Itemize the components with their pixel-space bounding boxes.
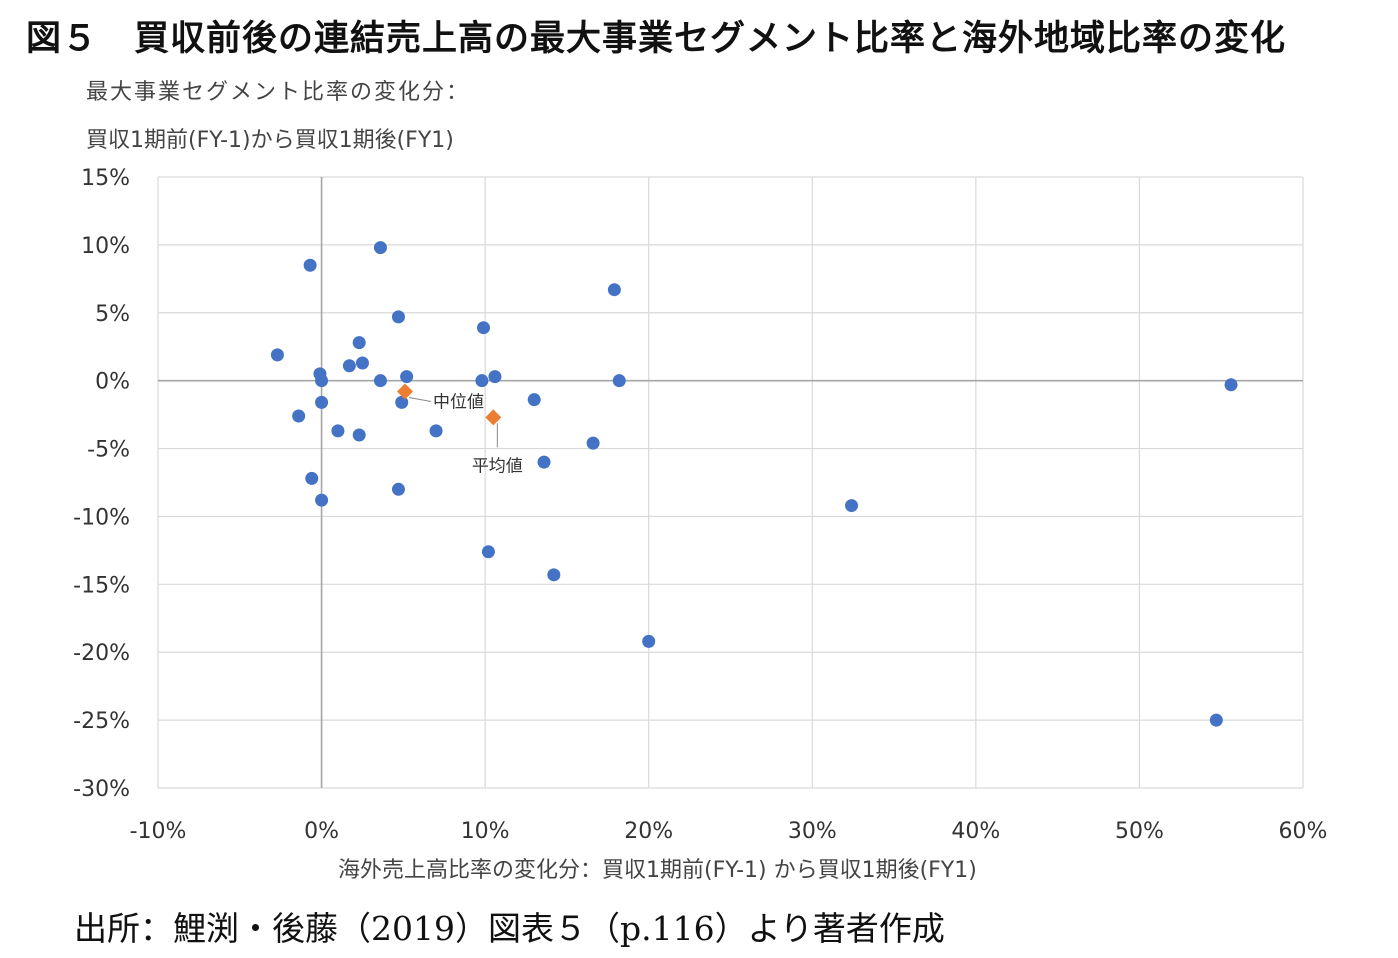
summary-point-marker (396, 383, 413, 400)
y-tick-label: -25% (73, 709, 130, 734)
x-tick-label: 0% (304, 819, 339, 844)
data-point (488, 370, 502, 384)
data-point (400, 370, 414, 384)
data-point (292, 409, 306, 423)
data-point (845, 499, 859, 513)
data-point (607, 283, 621, 297)
data-point (352, 336, 366, 350)
data-point (342, 359, 356, 373)
grid-lines (157, 176, 1304, 789)
data-point (429, 424, 443, 438)
y-tick-label: 15% (81, 166, 130, 191)
data-point (1224, 378, 1238, 392)
x-axis-label: 海外売上高比率の変化分：買収1期前(FY-1) から買収1期後(FY1) (338, 858, 977, 883)
tick-labels: -10% 0% 10% 20% 30% 40% 50% 60% 15% 10% 5% 0% -5% -10… (73, 166, 1327, 844)
x-tick-label: 10% (461, 819, 510, 844)
y-tick-label: 5% (95, 302, 130, 327)
data-point (373, 241, 387, 255)
data-point (477, 321, 491, 335)
data-point (586, 436, 600, 450)
data-point (270, 348, 284, 362)
zero-axes (158, 177, 1303, 788)
summary-point-marker (485, 409, 502, 426)
summary-leader-line (408, 397, 432, 403)
x-tick-label: -10% (130, 819, 187, 844)
y-tick-label: -20% (73, 641, 130, 666)
data-point (642, 634, 656, 648)
figure-source: 出所：鯉渕・後藤（2019）図表５（p.116）より著者作成 (74, 909, 945, 948)
y-axis-label-line-1: 最大事業セグメント比率の変化分： (86, 80, 471, 105)
data-point (303, 258, 317, 272)
data-point (475, 374, 489, 388)
data-point (391, 482, 405, 496)
x-tick-label: 40% (951, 819, 1000, 844)
x-tick-label: 30% (788, 819, 837, 844)
x-tick-label: 20% (624, 819, 673, 844)
summary-point-label: 中位値 (433, 393, 484, 413)
data-points (270, 241, 1238, 727)
y-tick-label: -15% (73, 573, 130, 598)
y-tick-label: -30% (73, 777, 130, 802)
data-point (305, 471, 319, 485)
data-point (355, 356, 369, 370)
y-tick-label: -5% (87, 438, 130, 463)
x-tick-label: 50% (1115, 819, 1164, 844)
data-point (331, 424, 345, 438)
figure-title: 図５ 買収前後の連結売上高の最大事業セグメント比率と海外地域比率の変化 (26, 19, 1287, 59)
x-tick-label: 60% (1279, 819, 1328, 844)
data-point (315, 493, 329, 507)
y-tick-label: 0% (95, 370, 130, 395)
y-axis-label-line-2: 買収1期前(FY-1)から買収1期後(FY1) (86, 128, 454, 153)
data-point (373, 374, 387, 388)
data-point (537, 455, 551, 469)
data-point (391, 310, 405, 324)
data-point (315, 395, 329, 409)
data-point (547, 568, 561, 582)
data-point (315, 374, 329, 388)
data-point (1209, 713, 1223, 727)
data-point (527, 393, 541, 407)
data-point (352, 428, 366, 442)
data-point (612, 374, 626, 388)
y-tick-label: -10% (73, 505, 130, 530)
data-point (481, 545, 495, 559)
y-tick-label: 10% (81, 234, 130, 259)
summary-point-label: 平均値 (472, 456, 523, 476)
